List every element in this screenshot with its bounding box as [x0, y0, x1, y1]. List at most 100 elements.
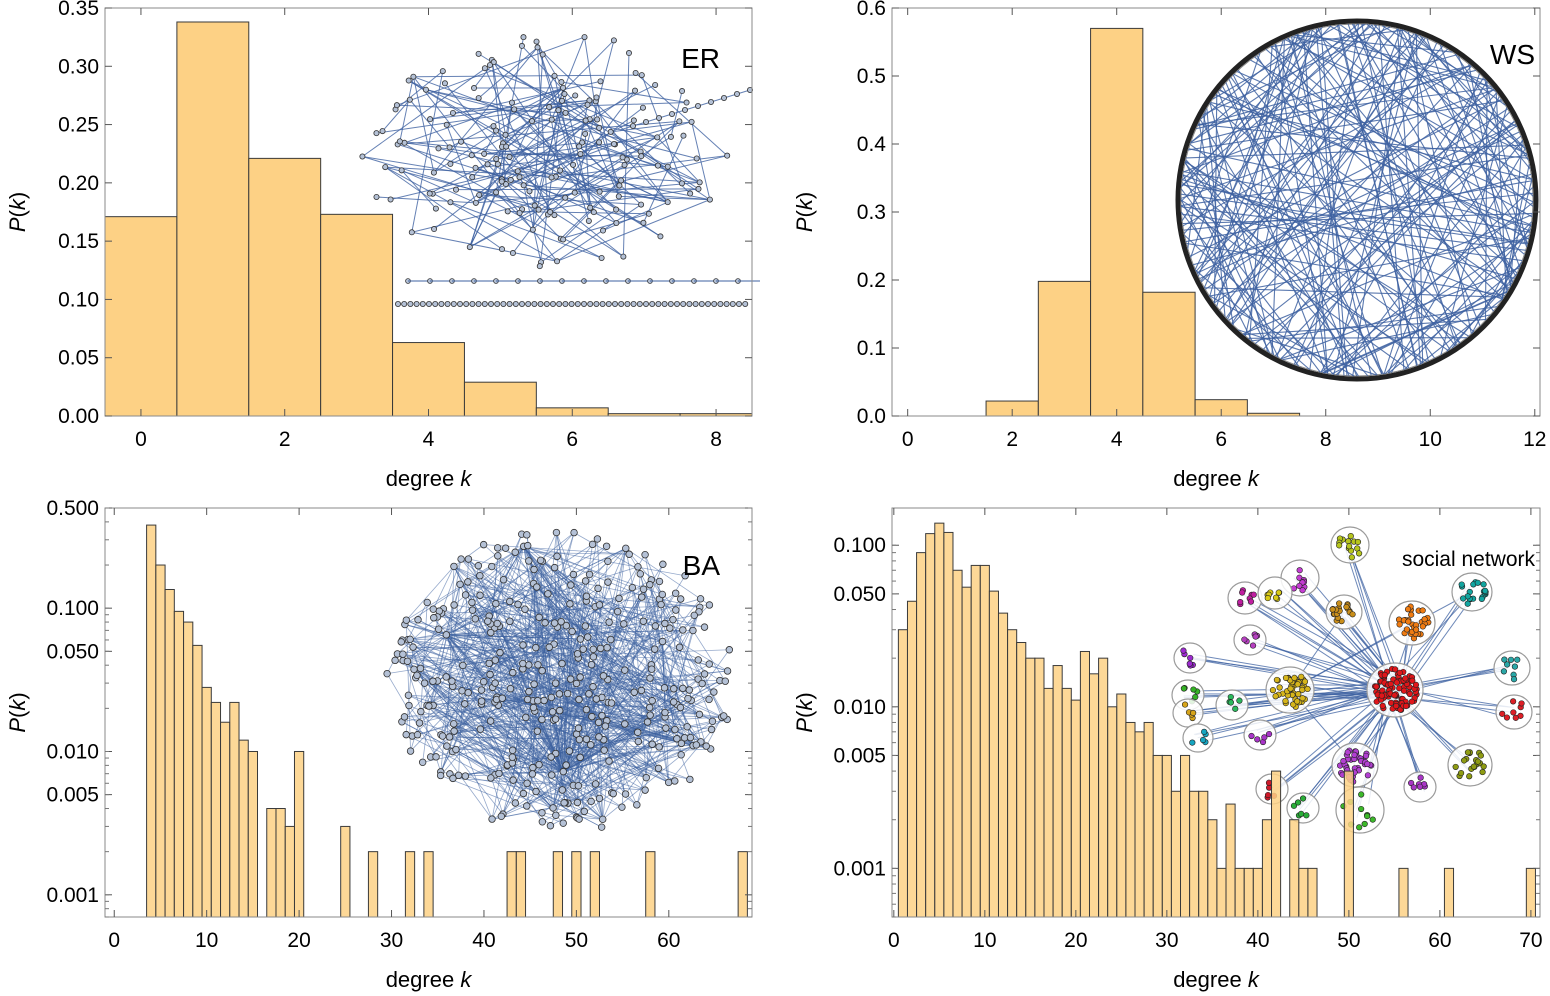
er-network-inset — [359, 34, 760, 307]
social-y-axis: 0.001 0.005 0.010 0.050 0.100 — [833, 534, 1540, 918]
ws-bar — [1142, 291, 1196, 417]
social-bars — [897, 522, 1536, 918]
social-x-tick-label: 60 — [1428, 929, 1451, 952]
ba-x-tick-label: 40 — [472, 929, 495, 952]
social-bar — [943, 531, 954, 918]
ba-bar — [220, 721, 231, 918]
ba-bar — [515, 851, 527, 918]
ba-plot-frame — [104, 507, 753, 918]
ba-bar — [201, 686, 212, 918]
er-bars — [104, 21, 753, 417]
social-bar — [1043, 687, 1054, 918]
social-bar — [1252, 867, 1263, 918]
er-y-axis-label: P(k) — [5, 192, 30, 232]
ba-y-tick-label: 0.010 — [46, 740, 99, 763]
social-bar — [961, 586, 972, 918]
ws-x-axis-label: degree k — [1173, 466, 1260, 491]
ba-bar — [367, 851, 379, 918]
social-y-tick-label: 0.050 — [833, 583, 886, 606]
ws-y-tick-label: 0.3 — [857, 201, 886, 224]
er-x-axis: 0 2 4 6 8 — [135, 8, 722, 451]
ba-y-tick-label: 0.005 — [46, 784, 99, 807]
er-bar — [392, 342, 465, 417]
social-bar — [1116, 693, 1127, 918]
social-bar — [1525, 867, 1536, 918]
ba-bar — [164, 588, 175, 918]
social-bar — [1098, 657, 1109, 918]
ba-bar — [266, 808, 277, 918]
er-y-tick-label: 0.25 — [58, 114, 99, 137]
social-bar — [1298, 867, 1309, 918]
social-bar — [1443, 867, 1455, 918]
er-y-tick-label: 0.15 — [58, 230, 99, 253]
panel-er: 0 2 4 6 8 0.00 0.05 0.10 0.15 0.20 0.25 0.30 0.35 deg… — [5, 0, 760, 491]
er-y-axis: 0.00 0.05 0.10 0.15 0.20 0.25 0.30 0.35 — [58, 0, 752, 428]
social-y-axis-label: P(k) — [792, 692, 817, 732]
ba-bar — [247, 750, 259, 918]
er-x-axis-label: degree k — [386, 466, 473, 491]
ba-x-tick-label: 10 — [195, 929, 218, 952]
ws-x-tick-label: 2 — [1006, 428, 1018, 451]
ba-bar — [737, 851, 748, 918]
ba-y-tick-label: 0.050 — [46, 640, 99, 663]
social-bar — [952, 569, 963, 918]
social-bar — [1216, 867, 1227, 918]
ba-bar — [210, 701, 222, 918]
ws-x-axis: 0 2 4 6 8 10 12 — [902, 8, 1546, 451]
social-bar — [1125, 721, 1136, 918]
er-y-tick-label: 0.20 — [58, 172, 99, 195]
ba-bar — [645, 851, 656, 918]
ba-y-axis-label: P(k) — [5, 692, 30, 732]
social-bar — [1134, 731, 1145, 918]
er-x-tick-label: 6 — [566, 428, 578, 451]
social-y-tick-label: 0.005 — [833, 744, 886, 767]
er-bar — [104, 216, 178, 417]
panel-ws: 0 2 4 6 8 10 12 0.0 0.1 0.2 0.3 0.4 0.5 0.6 degree k P(… — [792, 0, 1546, 491]
social-bar — [925, 533, 936, 918]
social-bar — [1161, 754, 1172, 918]
ba-x-axis: 0 10 20 30 40 50 60 — [108, 508, 680, 952]
ba-bar — [275, 808, 286, 918]
social-bar — [1143, 721, 1154, 918]
social-y-tick-label: 0.001 — [833, 857, 886, 880]
er-y-tick-label: 0.35 — [58, 0, 99, 20]
social-bar — [1243, 867, 1254, 918]
ba-network-inset — [383, 528, 734, 831]
ws-bar — [1037, 280, 1092, 417]
ba-x-tick-label: 20 — [287, 929, 310, 952]
social-bar — [1025, 657, 1036, 918]
social-bar — [1107, 706, 1118, 918]
ws-bar — [1090, 27, 1144, 417]
er-model-label: ER — [681, 43, 720, 74]
ws-model-label: WS — [1490, 39, 1535, 70]
social-bar — [979, 564, 990, 918]
er-y-tick-label: 0.00 — [58, 405, 99, 428]
ba-bar — [552, 851, 564, 918]
ba-bar — [571, 851, 582, 918]
er-x-tick-label: 4 — [423, 428, 435, 451]
ws-y-axis-label: P(k) — [792, 192, 817, 232]
ba-bar — [155, 564, 166, 918]
ws-x-tick-label: 0 — [902, 428, 914, 451]
social-model-label: social network — [1402, 548, 1536, 571]
social-network-inset — [1171, 526, 1533, 834]
ws-y-tick-label: 0.2 — [857, 269, 886, 292]
er-x-tick-label: 0 — [135, 428, 147, 451]
ba-y-tick-label: 0.001 — [46, 884, 99, 907]
social-x-tick-label: 70 — [1519, 929, 1542, 952]
ba-y-tick-label: 0.500 — [46, 497, 99, 520]
ba-x-tick-label: 30 — [380, 929, 403, 952]
ba-x-tick-label: 50 — [565, 929, 588, 952]
social-bar — [1061, 687, 1072, 918]
er-bar — [463, 381, 537, 417]
social-x-tick-label: 20 — [1064, 929, 1087, 952]
social-bar — [997, 612, 1009, 918]
social-y-tick-label: 0.010 — [833, 696, 886, 719]
ba-bar — [146, 524, 157, 918]
social-bar — [1234, 867, 1245, 918]
ws-y-tick-label: 0.1 — [857, 337, 886, 360]
ba-bar — [423, 851, 434, 918]
social-bar — [988, 590, 999, 918]
ba-bar — [404, 851, 416, 918]
